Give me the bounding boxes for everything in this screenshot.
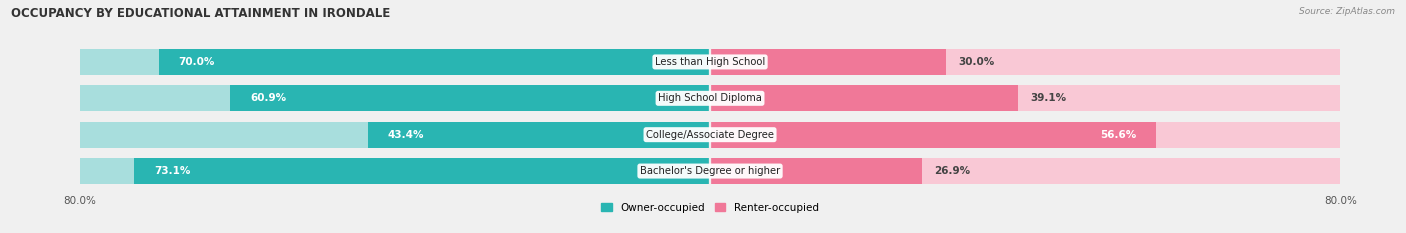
Bar bbox=[134, 158, 710, 184]
Text: 30.0%: 30.0% bbox=[957, 57, 994, 67]
Bar bbox=[710, 122, 1156, 148]
Text: Source: ZipAtlas.com: Source: ZipAtlas.com bbox=[1299, 7, 1395, 16]
Text: Less than High School: Less than High School bbox=[655, 57, 765, 67]
Text: 73.1%: 73.1% bbox=[153, 166, 190, 176]
Bar bbox=[80, 49, 710, 75]
Text: High School Diploma: High School Diploma bbox=[658, 93, 762, 103]
Bar bbox=[710, 85, 1340, 111]
Text: 56.6%: 56.6% bbox=[1099, 130, 1136, 140]
Bar bbox=[710, 49, 946, 75]
Bar bbox=[710, 158, 922, 184]
Bar bbox=[80, 85, 710, 111]
Text: Bachelor's Degree or higher: Bachelor's Degree or higher bbox=[640, 166, 780, 176]
Legend: Owner-occupied, Renter-occupied: Owner-occupied, Renter-occupied bbox=[602, 203, 818, 213]
Bar bbox=[710, 122, 1340, 148]
Bar bbox=[710, 49, 1340, 75]
Text: 26.9%: 26.9% bbox=[934, 166, 970, 176]
Text: 60.9%: 60.9% bbox=[250, 93, 287, 103]
Bar bbox=[231, 85, 710, 111]
Text: OCCUPANCY BY EDUCATIONAL ATTAINMENT IN IRONDALE: OCCUPANCY BY EDUCATIONAL ATTAINMENT IN I… bbox=[11, 7, 391, 20]
Bar bbox=[710, 85, 1018, 111]
Bar bbox=[159, 49, 710, 75]
Bar bbox=[80, 158, 710, 184]
Text: College/Associate Degree: College/Associate Degree bbox=[645, 130, 775, 140]
Text: 39.1%: 39.1% bbox=[1029, 93, 1066, 103]
Bar bbox=[368, 122, 710, 148]
Bar bbox=[710, 158, 1340, 184]
Text: 43.4%: 43.4% bbox=[388, 130, 425, 140]
Text: 70.0%: 70.0% bbox=[179, 57, 215, 67]
Bar bbox=[80, 122, 710, 148]
